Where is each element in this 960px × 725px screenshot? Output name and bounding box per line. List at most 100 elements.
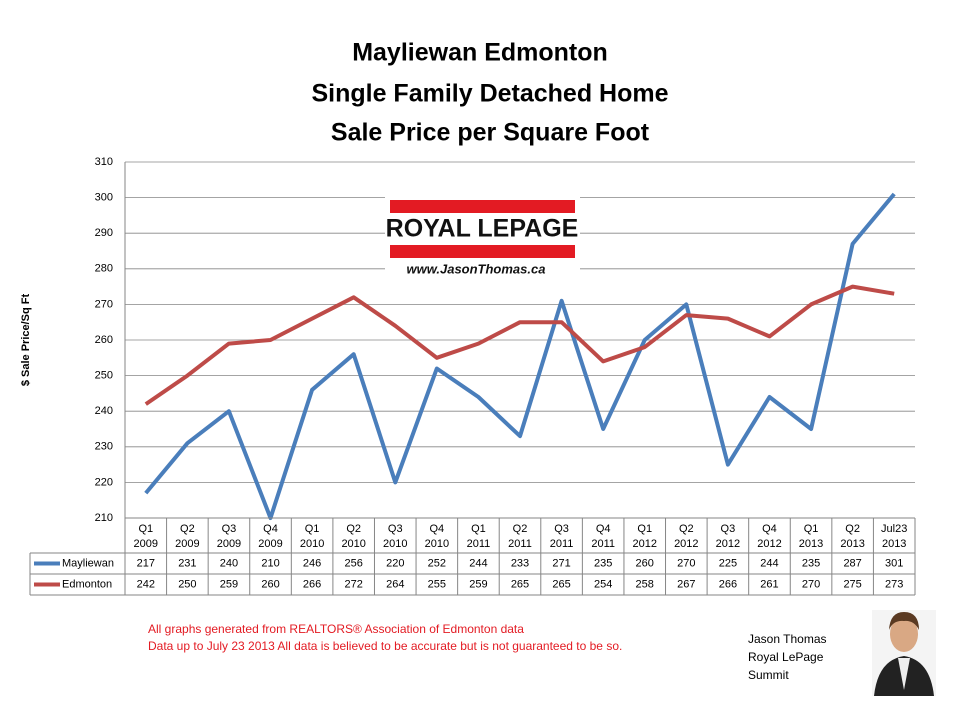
x-tick-label: Q4 xyxy=(762,523,777,535)
x-tick-label: Q1 xyxy=(471,523,486,535)
signature: Royal LePage xyxy=(748,650,824,664)
logo-bar xyxy=(390,245,575,258)
logo: ROYAL LEPAGE www.JasonThomas.ca xyxy=(385,197,580,277)
table-value: 264 xyxy=(386,578,404,590)
y-axis-label: $ Sale Price/Sq Ft xyxy=(20,294,32,387)
table-value: 287 xyxy=(843,557,861,569)
table-value: 225 xyxy=(719,557,737,569)
x-tick-label: 2010 xyxy=(341,538,365,550)
x-tick-label: Jul23 xyxy=(881,523,907,535)
x-tick-label: 2010 xyxy=(383,538,407,550)
chart-title: Mayliewan Edmonton xyxy=(352,39,608,67)
table-value: 275 xyxy=(843,578,861,590)
x-tick-label: 2013 xyxy=(840,538,864,550)
x-tick-label: Q3 xyxy=(222,523,237,535)
agent-photo xyxy=(872,610,936,696)
x-tick-label: Q2 xyxy=(346,523,361,535)
y-tick-label: 290 xyxy=(95,227,113,239)
x-tick-label: 2012 xyxy=(716,538,740,550)
table-value: 252 xyxy=(428,557,446,569)
y-tick-label: 270 xyxy=(95,298,113,310)
table-value: 272 xyxy=(345,578,363,590)
legend-label: Edmonton xyxy=(62,578,112,590)
table-value: 242 xyxy=(137,578,155,590)
table-value: 260 xyxy=(636,557,654,569)
y-tick-label: 220 xyxy=(95,476,113,488)
signature: Jason Thomas xyxy=(748,632,827,646)
table-value: 267 xyxy=(677,578,695,590)
table-value: 265 xyxy=(511,578,529,590)
x-tick-label: Q3 xyxy=(554,523,569,535)
logo-bar xyxy=(390,200,575,213)
table-value: 244 xyxy=(760,557,778,569)
x-tick-label: 2012 xyxy=(674,538,698,550)
x-tick-label: Q1 xyxy=(305,523,320,535)
table-value: 266 xyxy=(719,578,737,590)
table-value: 259 xyxy=(220,578,238,590)
legend-label: Mayliewan xyxy=(62,557,114,569)
table-value: 256 xyxy=(345,557,363,569)
x-tick-label: Q1 xyxy=(804,523,819,535)
note: All graphs generated from REALTORS® Asso… xyxy=(148,622,524,636)
x-tick-label: 2009 xyxy=(217,538,241,550)
x-tick-label: Q2 xyxy=(679,523,694,535)
x-tick-label: 2009 xyxy=(258,538,282,550)
table-value: 258 xyxy=(636,578,654,590)
table-value: 255 xyxy=(428,578,446,590)
series-line xyxy=(144,284,895,406)
signature: Summit xyxy=(748,668,789,682)
table-value: 265 xyxy=(552,578,570,590)
x-tick-label: 2012 xyxy=(632,538,656,550)
x-tick-label: 2010 xyxy=(300,538,324,550)
photo-shirt xyxy=(898,658,910,690)
y-tick-label: 300 xyxy=(95,192,113,204)
table-value: 235 xyxy=(802,557,820,569)
table-value: 259 xyxy=(469,578,487,590)
note: Data up to July 23 2013 All data is beli… xyxy=(148,639,622,653)
table-value: 250 xyxy=(178,578,196,590)
x-tick-label: Q1 xyxy=(637,523,652,535)
y-tick-label: 280 xyxy=(95,263,113,275)
y-tick-label: 250 xyxy=(95,370,113,382)
table-value: 301 xyxy=(885,557,903,569)
table-value: 244 xyxy=(469,557,487,569)
x-tick-label: 2011 xyxy=(591,538,615,550)
logo-url: www.JasonThomas.ca xyxy=(407,261,546,276)
table-value: 266 xyxy=(303,578,321,590)
table-value: 240 xyxy=(220,557,238,569)
x-tick-label: Q4 xyxy=(596,523,611,535)
x-tick-label: Q3 xyxy=(388,523,403,535)
table-value: 233 xyxy=(511,557,529,569)
table-value: 217 xyxy=(137,557,155,569)
x-tick-label: Q2 xyxy=(180,523,195,535)
photo-face xyxy=(890,616,918,652)
x-tick-label: 2013 xyxy=(882,538,906,550)
table-value: 254 xyxy=(594,578,612,590)
y-tick-label: 210 xyxy=(95,512,113,524)
x-tick-label: 2011 xyxy=(467,538,491,550)
y-tick-label: 240 xyxy=(95,405,113,417)
table-value: 235 xyxy=(594,557,612,569)
chart-title: Single Family Detached Home xyxy=(311,80,668,108)
x-tick-label: Q2 xyxy=(513,523,528,535)
table-value: 270 xyxy=(802,578,820,590)
chart-title: Sale Price per Square Foot xyxy=(331,119,650,147)
x-tick-label: 2011 xyxy=(550,538,574,550)
y-tick-label: 260 xyxy=(95,334,113,346)
x-tick-label: Q2 xyxy=(845,523,860,535)
logo-brand: ROYAL LEPAGE xyxy=(386,215,579,243)
table-value: 260 xyxy=(261,578,279,590)
x-tick-label: 2010 xyxy=(425,538,449,550)
x-tick-label: 2012 xyxy=(757,538,781,550)
x-tick-label: Q4 xyxy=(429,523,444,535)
x-tick-label: Q1 xyxy=(138,523,153,535)
y-tick-label: 310 xyxy=(95,156,113,168)
x-tick-label: 2009 xyxy=(175,538,199,550)
table-value: 273 xyxy=(885,578,903,590)
table-value: 261 xyxy=(760,578,778,590)
photo-hair xyxy=(889,612,919,630)
table-value: 231 xyxy=(178,557,196,569)
table-value: 246 xyxy=(303,557,321,569)
y-tick-label: 230 xyxy=(95,441,113,453)
